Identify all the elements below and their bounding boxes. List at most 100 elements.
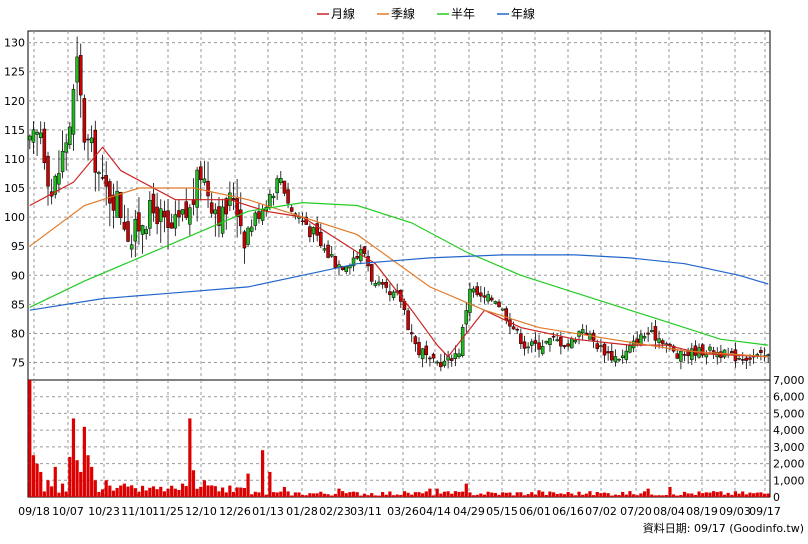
- candle-down: [406, 310, 410, 331]
- volume-bar: [348, 492, 352, 497]
- volume-bar: [71, 418, 76, 497]
- x-tick-label: 09/03: [719, 505, 751, 518]
- volume-bar: [93, 480, 97, 497]
- volume-bar: [166, 488, 170, 497]
- volume-bar: [657, 495, 661, 497]
- candle-up: [420, 348, 425, 360]
- candle-down: [519, 333, 523, 345]
- candle-down: [602, 343, 607, 356]
- candle-up: [115, 190, 119, 218]
- price-tick-label: 115: [4, 124, 25, 137]
- volume-bar: [595, 492, 599, 497]
- volume-bar: [661, 495, 665, 497]
- volume-bar: [431, 495, 436, 497]
- volume-bar: [242, 487, 247, 497]
- volume-bar: [490, 492, 494, 497]
- candle-down: [515, 328, 519, 331]
- volume-bar: [90, 466, 94, 497]
- x-tick-label: 07/20: [620, 505, 652, 518]
- volume-bar: [42, 491, 46, 497]
- candle-up: [486, 294, 490, 302]
- candle-down: [104, 175, 108, 187]
- x-tick-label: 03/11: [350, 505, 382, 518]
- volume-bar: [315, 493, 319, 497]
- volume-bar: [326, 494, 330, 497]
- volume-bar: [730, 494, 734, 497]
- candle-up: [540, 346, 545, 354]
- candle-down: [693, 345, 698, 356]
- candle-up: [68, 126, 72, 146]
- candle-down: [122, 221, 127, 230]
- volume-bar: [308, 493, 312, 497]
- price-tick-label: 100: [4, 211, 25, 224]
- volume-bar: [144, 490, 148, 497]
- volume-bar: [46, 480, 50, 497]
- volume-bar: [293, 492, 297, 497]
- volume-bar: [762, 493, 767, 497]
- candle-down: [319, 231, 323, 247]
- volume-bar: [566, 492, 570, 497]
- volume-bar: [268, 471, 272, 497]
- candle-up: [599, 345, 603, 348]
- candle-up: [580, 329, 585, 334]
- volume-bar: [337, 488, 341, 497]
- volume-bar: [206, 485, 210, 497]
- candle-up: [271, 195, 276, 199]
- volume-panel: 0 1,000 2,000 3,000 4,000 5,000 6,000 7,000: [27, 374, 805, 504]
- volume-bar: [246, 473, 250, 497]
- volume-tick-label: 5,000: [773, 407, 805, 420]
- legend-label-ma20: 月線: [331, 6, 355, 21]
- volume-bar: [664, 495, 668, 497]
- volume-bar: [202, 480, 207, 497]
- volume-bar: [421, 493, 425, 497]
- candle-down: [326, 244, 330, 258]
- candle-down: [559, 336, 563, 347]
- volume-tick-label: 4,000: [773, 424, 805, 437]
- candle-up: [213, 209, 218, 215]
- x-tick-label: 04/14: [419, 505, 451, 518]
- volume-bar: [188, 418, 192, 497]
- price-tick-label: 110: [4, 153, 25, 166]
- candle-up: [704, 353, 709, 358]
- price-tick-label: 130: [4, 37, 25, 50]
- candle-up: [220, 206, 225, 234]
- candle-down: [646, 332, 650, 335]
- volume-tick-label: 3,000: [773, 441, 805, 454]
- candle-down: [162, 210, 167, 218]
- volume-bar: [177, 489, 181, 497]
- candle-up: [322, 248, 327, 251]
- candle-up: [279, 178, 283, 183]
- candle-up: [173, 214, 178, 229]
- x-tick-label: 03/26: [387, 505, 419, 518]
- volume-bar: [279, 491, 283, 497]
- candle-down: [700, 344, 705, 356]
- price-panel-frame: [27, 30, 771, 381]
- candle-down: [217, 206, 221, 226]
- candle-up: [275, 178, 279, 194]
- volume-bar: [195, 488, 199, 497]
- volume-bar: [697, 491, 701, 497]
- volume-bar: [591, 495, 596, 497]
- candle-down: [355, 256, 359, 259]
- volume-bar: [311, 493, 316, 497]
- candle-up: [493, 301, 498, 304]
- volume-bar: [119, 485, 123, 497]
- price-tick-label: 95: [11, 240, 25, 253]
- x-axis: 09/18 10/07 10/23 11/10 11/25 12/10 12/26 01/13…: [18, 505, 781, 518]
- volume-bar: [384, 494, 388, 497]
- price-tick-label: 85: [11, 298, 25, 311]
- volume-bar: [537, 490, 541, 497]
- candle-up: [249, 226, 254, 232]
- candle-up: [351, 257, 356, 267]
- volume-bar: [231, 491, 236, 497]
- candle-down: [380, 282, 385, 285]
- volume-bar: [282, 486, 287, 497]
- volume-bar: [388, 491, 392, 497]
- candle-up: [435, 361, 439, 364]
- volume-bar: [606, 493, 610, 497]
- volume-bar: [184, 486, 188, 497]
- candle-down: [239, 209, 243, 227]
- candle-up: [159, 208, 163, 222]
- volume-bar: [668, 486, 672, 497]
- volume-bar: [584, 493, 588, 497]
